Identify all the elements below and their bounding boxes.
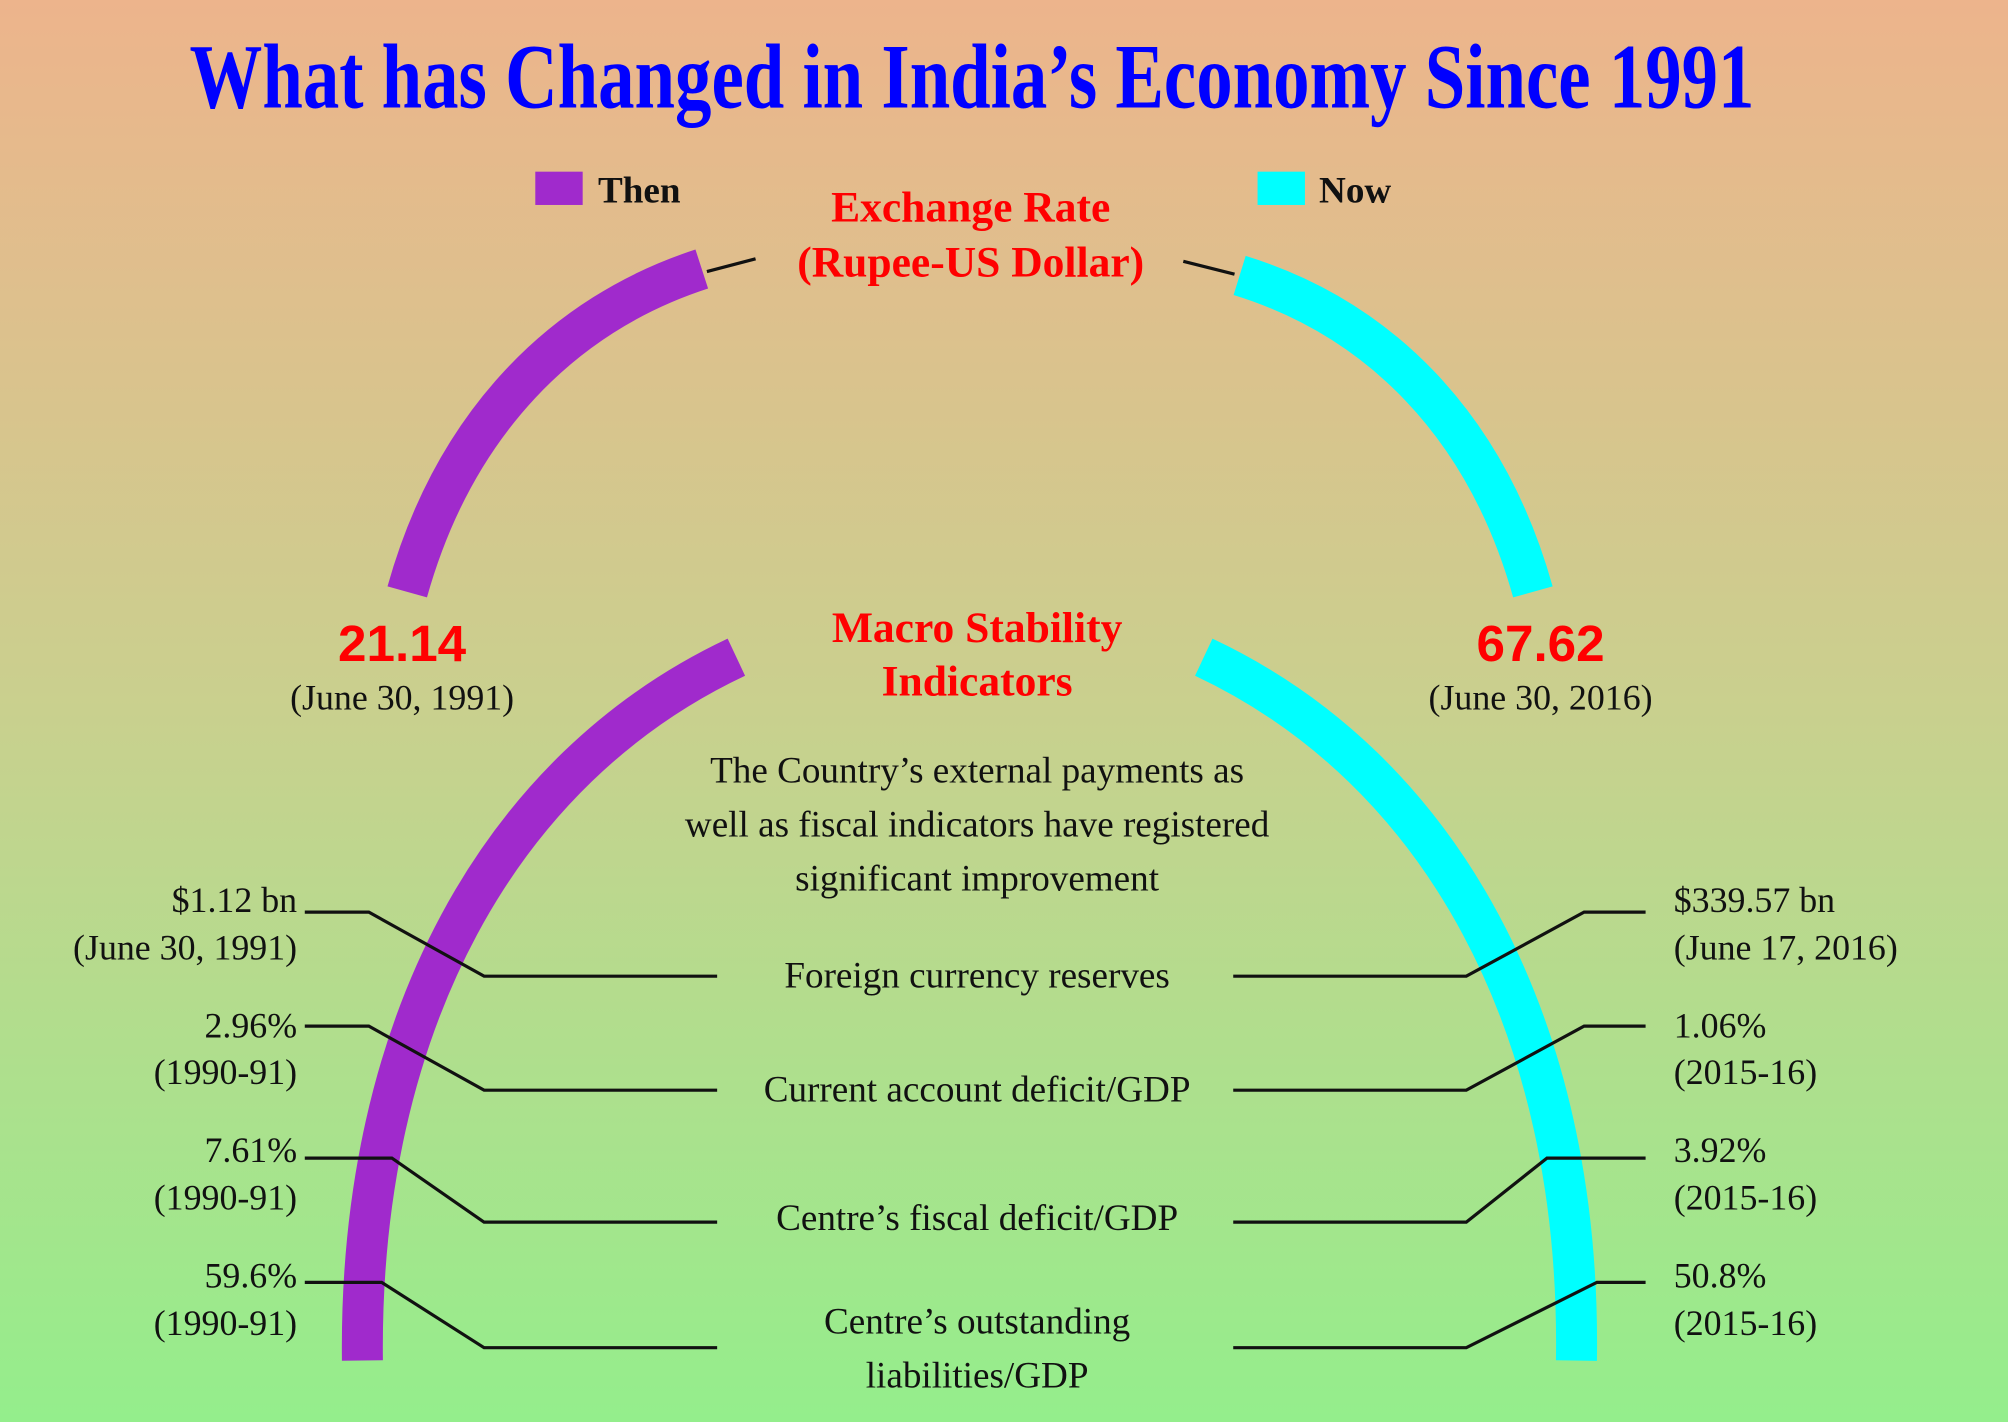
now-date: (2015-16): [1674, 1052, 1817, 1092]
macro-now-arc: [1195, 638, 1597, 1361]
exchange-then-arc: [387, 249, 709, 598]
then-connector: [304, 910, 718, 978]
macro-description-line-2: well as fiscal indicators have registere…: [685, 805, 1270, 846]
then-date: (1990-91): [154, 1177, 297, 1217]
now-connector: [1233, 1156, 1646, 1224]
exchange-rate-heading: Exchange Rate: [831, 184, 1110, 232]
indicator-label-line-1: Centre’s outstanding: [824, 1302, 1130, 1343]
indicator-row: Centre’s outstanding liabilities/GDP 59.…: [154, 1255, 1817, 1396]
legend-now-swatch: [1257, 171, 1305, 205]
then-connector: [304, 1024, 718, 1092]
exchange-then-date: (June 30, 1991): [290, 678, 514, 718]
then-value: 2.96%: [204, 1006, 297, 1046]
then-value: 7.61%: [204, 1130, 297, 1170]
now-connector: [1233, 910, 1646, 978]
exchange-now-value: 67.62: [1476, 615, 1604, 672]
legend-now-label: Now: [1319, 170, 1391, 211]
macro-heading: Macro Stability: [832, 604, 1123, 652]
now-date: (June 17, 2016): [1674, 928, 1898, 968]
now-date: (2015-16): [1674, 1177, 1817, 1217]
macro-description-line-3: significant improvement: [795, 858, 1160, 899]
then-value: $1.12 bn: [172, 880, 298, 920]
then-connector: [304, 1156, 718, 1224]
macro-description-line-1: The Country’s external payments as: [710, 751, 1244, 792]
macro-then-arc: [341, 638, 746, 1361]
now-value: 1.06%: [1674, 1006, 1767, 1046]
indicator-row: Current account deficit/GDP 2.96% (1990-…: [154, 1006, 1817, 1111]
now-value: $339.57 bn: [1674, 880, 1835, 920]
legend-then-label: Then: [598, 170, 681, 211]
exchange-then-value: 21.14: [338, 615, 467, 672]
indicator-label-line-2: liabilities/GDP: [866, 1355, 1089, 1396]
now-value: 3.92%: [1674, 1130, 1767, 1170]
indicator-row: Centre’s fiscal deficit/GDP 7.61% (1990-…: [154, 1130, 1817, 1239]
exchange-then-connector: [706, 257, 756, 274]
exchange-rate-subheading: (Rupee-US Dollar): [797, 239, 1144, 287]
then-date: (1990-91): [154, 1052, 297, 1092]
now-connector: [1233, 1280, 1646, 1350]
exchange-now-connector: [1182, 259, 1235, 276]
exchange-now-arc: [1233, 255, 1553, 598]
then-date: (1990-91): [154, 1303, 297, 1343]
now-date: (2015-16): [1674, 1303, 1817, 1343]
macro-subheading: Indicators: [882, 658, 1073, 706]
then-connector: [304, 1280, 718, 1350]
indicator-label: Current account deficit/GDP: [764, 1070, 1191, 1111]
legend-then-swatch: [535, 171, 583, 205]
now-value: 50.8%: [1674, 1255, 1767, 1295]
page-title: What has Changed in India’s Economy Sinc…: [190, 26, 1755, 128]
then-value: 59.6%: [204, 1255, 297, 1295]
indicator-label: Foreign currency reserves: [784, 956, 1169, 997]
now-connector: [1233, 1024, 1646, 1092]
indicator-label: Centre’s fiscal deficit/GDP: [776, 1198, 1178, 1239]
exchange-now-date: (June 30, 2016): [1429, 678, 1653, 718]
indicator-row: Foreign currency reserves $1.12 bn (June…: [73, 880, 1898, 997]
then-date: (June 30, 1991): [73, 928, 297, 968]
